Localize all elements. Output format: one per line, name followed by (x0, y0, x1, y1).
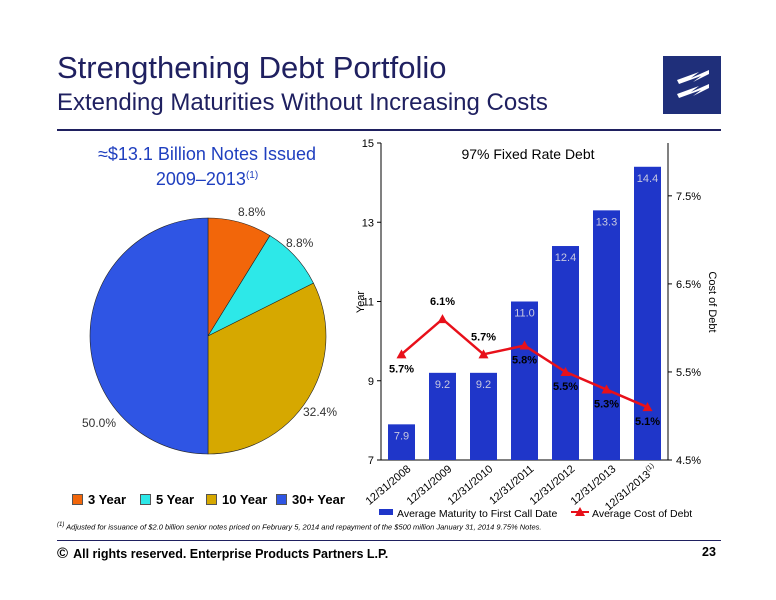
bar-value-label: 12.4 (555, 252, 576, 264)
pie-label-10-year: 32.4% (303, 405, 338, 419)
legend-label: 5 Year (156, 492, 195, 507)
y-tick-label: 13 (362, 217, 374, 229)
bar-6 (593, 210, 620, 460)
pie-title-line2: 2009–2013 (155, 169, 246, 189)
legend-swatch-bar (379, 509, 393, 515)
lightning-logo-icon (677, 70, 709, 98)
y-tick-label: 15 (362, 138, 374, 150)
bar-2 (429, 372, 456, 460)
bar-value-label: 9.2 (476, 379, 491, 391)
pie-chart-title: ≈$13.1 Billion Notes Issued 2009–2013(1) (66, 144, 348, 190)
cost-of-debt-marker (437, 314, 448, 324)
cost-of-debt-label: 5.7% (471, 331, 496, 343)
y-tick-label: 11 (363, 297, 374, 309)
legend-marker-line (575, 507, 585, 516)
pie-slice-10-year (207, 282, 327, 455)
legend-swatch (72, 494, 83, 505)
x-tick-label: 12/31/2010 (446, 463, 496, 508)
cost-of-debt-label: 5.5% (553, 381, 578, 393)
cost-of-debt-label: 5.7% (389, 363, 414, 375)
cost-of-debt-marker (478, 349, 489, 359)
legend-label-line: Average Cost of Debt (592, 508, 692, 520)
bar-value-label: 9.2 (435, 379, 450, 391)
copyright-text: All rights reserved. Enterprise Products… (73, 547, 389, 561)
y-tick-label: 9 (368, 376, 374, 388)
bar-1 (388, 424, 415, 460)
y2-tick-label: 7.5% (676, 191, 701, 203)
footer-divider (57, 540, 721, 541)
bar-3 (470, 372, 497, 460)
legend-label: 3 Year (88, 492, 127, 507)
cost-of-debt-marker (642, 402, 653, 412)
pie-slice-30-year (89, 217, 209, 455)
pie-label-3-year: 8.8% (238, 205, 266, 219)
company-logo (663, 56, 721, 114)
y2-axis-title: Cost of Debt (706, 271, 718, 332)
footnote: (1) Adjusted for issuance of $2.0 billio… (57, 522, 541, 532)
bar-value-label: 14.4 (637, 173, 658, 185)
cost-of-debt-marker (519, 340, 530, 350)
pie-legend-10-year: 10 Year (206, 492, 267, 507)
y2-tick-label: 4.5% (676, 455, 701, 467)
y2-tick-label: 6.5% (676, 279, 701, 291)
slide-subtitle: Extending Maturities Without Increasing … (57, 89, 548, 116)
x-tick-sup: (1) (645, 462, 656, 473)
page-number: 23 (702, 545, 716, 559)
legend-swatch (206, 494, 217, 505)
pie-title-line1: ≈$13.1 Billion Notes Issued (97, 144, 316, 164)
pie-title-footnote-marker: (1) (245, 170, 259, 181)
bar-value-label: 7.9 (394, 430, 409, 442)
footnote-text: Adjusted for issuance of $2.0 billion se… (64, 522, 542, 532)
bar-chart-title: 97% Fixed Rate Debt (461, 146, 594, 162)
cost-of-debt-label: 6.1% (430, 296, 455, 308)
slide-title: Strengthening Debt Portfolio (57, 50, 447, 85)
pie-legend-3-year: 3 Year (72, 492, 126, 507)
bar-value-label: 13.3 (596, 216, 617, 228)
pie-legend-30-year: 30+ Year (276, 492, 345, 507)
copyright: © All rights reserved. Enterprise Product… (57, 545, 388, 562)
footnote-marker: (1) (57, 522, 65, 528)
cost-of-debt-marker (396, 349, 407, 359)
copyright-icon: © (57, 545, 69, 562)
cost-of-debt-marker (601, 384, 612, 394)
title-divider (57, 129, 721, 131)
cost-of-debt-label: 5.1% (635, 416, 660, 428)
pie-label-5-year: 8.8% (286, 236, 314, 250)
bar-4 (511, 301, 538, 460)
pie-label-30-year: 50.0% (82, 416, 117, 430)
legend-label: 30+ Year (292, 492, 345, 507)
y2-tick-label: 5.5% (676, 367, 701, 379)
legend-label: 10 Year (222, 492, 268, 507)
pie-legend-5-year: 5 Year (140, 492, 194, 507)
legend-swatch (140, 494, 151, 505)
cost-of-debt-label: 5.3% (594, 399, 619, 411)
bar-5 (552, 246, 579, 460)
y-tick-label: 7 (368, 455, 374, 467)
bar-value-label: 11.0 (514, 308, 535, 320)
y-axis-title: Year (355, 291, 367, 314)
legend-swatch (276, 494, 287, 505)
cost-of-debt-label: 5.8% (512, 355, 537, 367)
legend-label-bar: Average Maturity to First Call Date (397, 508, 557, 520)
cost-of-debt-marker (560, 366, 571, 376)
